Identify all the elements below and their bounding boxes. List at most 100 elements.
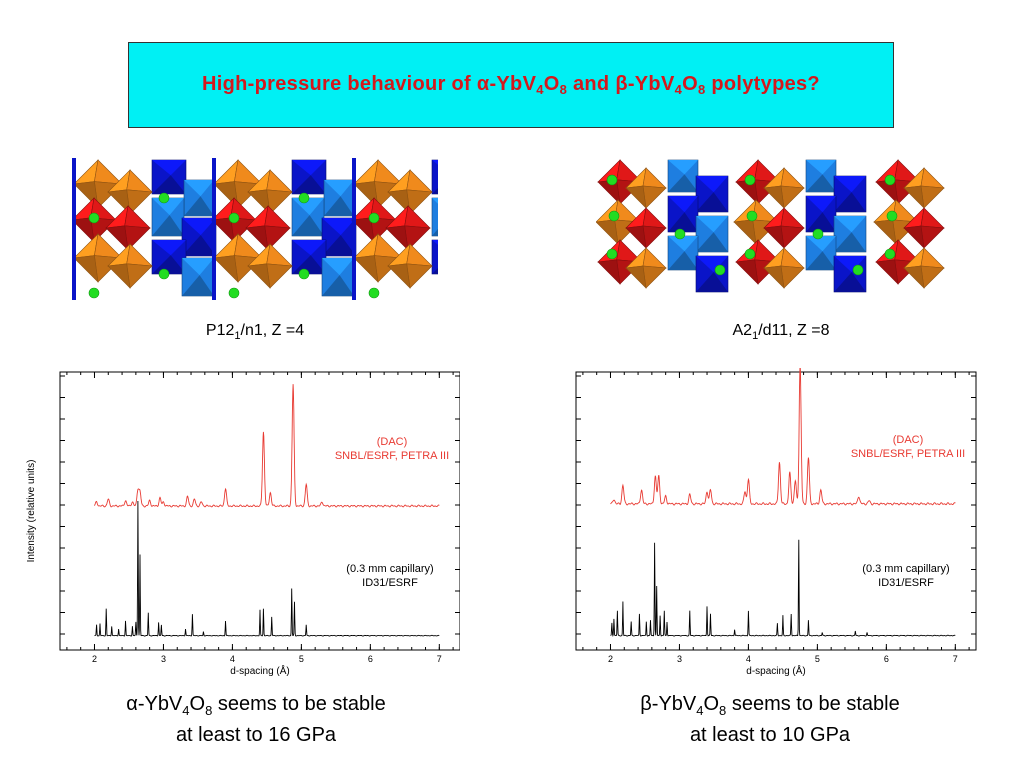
polyhedron-orange xyxy=(763,247,805,289)
polyhedron-orange-face xyxy=(406,243,433,267)
polyhedron-orange-face xyxy=(107,263,131,289)
capillary-label: (0.3 mm capillary) xyxy=(862,563,949,575)
atom-yb xyxy=(884,174,896,186)
y-axis-label: Intensity (relative units) xyxy=(26,460,37,563)
polyhedron-orange-face xyxy=(374,159,403,185)
x-tick-label: 3 xyxy=(677,654,682,664)
atom-yb xyxy=(674,228,686,240)
atom-yb xyxy=(368,212,380,224)
polyhedron-orange-face xyxy=(126,263,153,289)
polyhedron-red xyxy=(245,205,291,251)
x-tick-label: 6 xyxy=(368,654,373,664)
polyhedron-blue-face xyxy=(152,160,186,176)
dac-pattern xyxy=(610,368,956,506)
polyhedron-blue-face xyxy=(322,218,356,236)
dac-pattern-line xyxy=(610,368,956,506)
polyhedron-blue-face xyxy=(668,160,698,175)
polyhedron-blue-face xyxy=(834,256,866,273)
polyhedron-orange-face xyxy=(642,185,667,209)
atom-yb xyxy=(298,192,310,204)
polyhedron-orange-face xyxy=(107,189,131,215)
title-compound-a: -YbV xyxy=(489,73,537,95)
polyhedron-blue-face xyxy=(432,228,438,236)
polyhedron-orange-face xyxy=(596,219,619,245)
plot-frame xyxy=(575,371,977,651)
polyhedron-orange-face xyxy=(642,265,667,289)
polyhedron-red xyxy=(385,205,431,251)
x-tick-label: 3 xyxy=(161,654,166,664)
polyhedron-blue xyxy=(321,217,357,257)
polyhedron-red-face xyxy=(211,217,235,243)
polyhedron-orange xyxy=(763,167,805,209)
conclusion-beta-line2: at least to 10 GPa xyxy=(689,724,851,746)
x-axis-label: d-spacing (Å) xyxy=(746,664,805,677)
title-sub8-b: 8 xyxy=(697,82,706,97)
polyhedron-red xyxy=(105,205,151,251)
polyhedron-blue xyxy=(291,239,327,275)
polyhedron-orange-face xyxy=(94,159,123,185)
polyhedron-blue xyxy=(833,175,867,213)
polyhedron-blue-body xyxy=(431,197,438,237)
polyhedron-blue xyxy=(805,235,837,271)
title-alpha: α xyxy=(476,73,490,95)
polyhedron-blue xyxy=(805,159,837,193)
capillary-label: (0.3 mm capillary) xyxy=(346,563,433,575)
polyhedron-red-face xyxy=(245,225,269,251)
title-o-b: O xyxy=(682,73,698,95)
polyhedron-blue-face xyxy=(806,174,836,192)
polyhedron-orange xyxy=(387,243,433,289)
polyhedron-blue-face xyxy=(806,212,836,232)
polyhedron-blue-face xyxy=(668,174,698,192)
dac-pattern-line xyxy=(94,384,440,508)
polyhedron-blue-face xyxy=(834,216,866,233)
polyhedron-orange-face xyxy=(920,185,945,209)
polyhedron-orange-face xyxy=(763,185,785,209)
polyhedron-orange xyxy=(247,243,293,289)
polyhedron-orange-face xyxy=(213,255,239,283)
polyhedron-blue-face xyxy=(696,216,728,233)
title-and: and xyxy=(567,73,616,95)
capillary-pattern xyxy=(610,539,956,637)
polyhedron-orange-face xyxy=(387,263,411,289)
x-axis-label: d-spacing (Å) xyxy=(230,664,289,677)
polyhedron-blue-face xyxy=(696,232,728,252)
polyhedron-red-face xyxy=(625,225,647,249)
dac-label: (DAC) xyxy=(893,434,924,446)
polyhedron-edge xyxy=(352,158,356,300)
conclusion-alpha-line1: α-YbV4O8 seems to be stable xyxy=(126,693,386,718)
polyhedron-blue-face xyxy=(696,272,728,292)
polyhedron-red-face xyxy=(124,205,151,229)
dac-source-label: SNBL/ESRF, PETRA III xyxy=(335,450,449,462)
polyhedron-orange-face xyxy=(266,243,293,267)
conclusion-alpha-line2: at least to 16 GPa xyxy=(175,724,337,746)
x-tick-label: 4 xyxy=(746,654,751,664)
polyhedron-blue-face xyxy=(184,196,214,216)
polyhedron-blue xyxy=(667,235,699,271)
polyhedron-blue-face xyxy=(806,236,836,252)
polyhedron-blue-face xyxy=(668,196,698,213)
polyhedron-orange-face xyxy=(903,265,925,289)
polyhedron-blue-face xyxy=(696,176,728,193)
polyhedron-blue-face xyxy=(182,235,216,256)
polyhedron-orange xyxy=(73,159,123,209)
polyhedron-blue-face xyxy=(322,258,354,276)
polyhedron-blue xyxy=(151,239,187,275)
polyhedron-blue-face xyxy=(322,275,354,296)
polyhedron-blue-face xyxy=(806,160,836,175)
capillary-pattern-line xyxy=(94,500,440,637)
polyhedron-orange-face xyxy=(406,169,433,193)
title-o-a: O xyxy=(543,73,560,95)
polyhedron-orange-face xyxy=(920,247,945,269)
polyhedron-orange xyxy=(107,169,153,215)
polyhedron-orange-face xyxy=(266,169,293,193)
atom-yb xyxy=(228,212,240,224)
polyhedron-red-face xyxy=(72,217,95,243)
polyhedron-blue-face xyxy=(834,232,866,252)
polyhedron-blue-face xyxy=(432,268,438,274)
polyhedron-orange-face xyxy=(247,263,271,289)
polyhedron-orange-face xyxy=(763,265,785,289)
polyhedron-blue xyxy=(431,239,438,275)
polyhedron-blue-face xyxy=(292,215,324,236)
atom-yb xyxy=(158,192,170,204)
polyhedron-blue xyxy=(183,179,215,217)
